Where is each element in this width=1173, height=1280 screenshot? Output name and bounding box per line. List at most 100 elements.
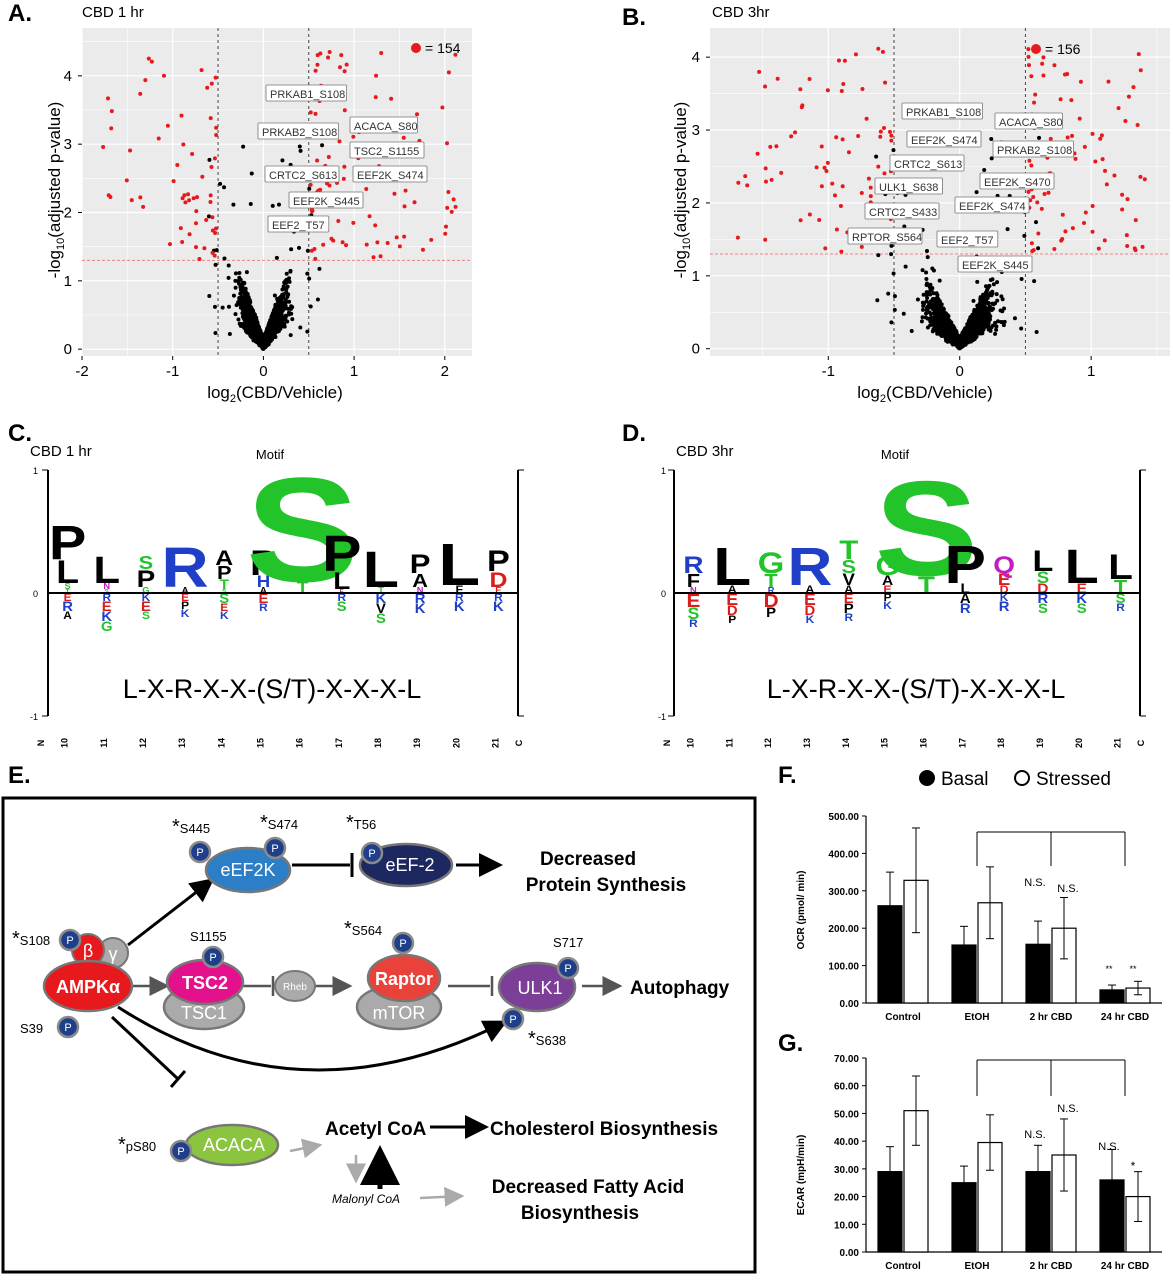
volcano-point-significant [763,84,768,89]
volcano-point-significant [860,86,865,91]
volcano-point-significant [1104,182,1109,187]
logo-letter: P [217,563,232,583]
volcano-point-significant [1102,238,1107,243]
volcano-point-significant [337,65,342,70]
volcano-point-significant [859,244,864,249]
volcano-point [273,316,278,321]
volcano-point-significant [1073,156,1078,161]
logo-position: 17 [334,738,344,748]
volcano-point-significant [1059,238,1064,243]
logo-letter: R [455,592,464,603]
volcano-point-significant [414,112,419,117]
volcano-point-significant [1112,173,1117,178]
volcano-point-significant [1100,157,1105,162]
volcano-point-significant [1116,106,1121,111]
volcano-point [244,304,249,309]
volcano-point-significant [340,240,345,245]
y-tick-label: 2 [692,195,700,212]
volcano-point-significant [397,244,402,249]
volcano-point-significant [202,246,207,251]
volcano-point-significant [763,179,768,184]
gene-label-box [906,130,982,148]
volcano-point-significant [344,243,349,248]
volcano-point-significant [325,181,330,186]
volcano-point [252,327,257,332]
volcano-point-significant [1041,73,1046,78]
volcano-point-significant [1093,159,1098,164]
x-tick-label: -1 [166,363,179,380]
volcano-point [964,336,969,341]
volcano-point [942,323,947,328]
volcano-point-significant [1065,135,1070,140]
volcano-point-significant [182,193,187,198]
logo-letter: A [260,586,267,595]
volcano-point [886,291,891,296]
volcano-point [928,288,933,293]
volcano-point [988,278,993,283]
logo-position: 16 [295,738,305,748]
volcano-point [305,329,310,334]
volcano-point [252,323,257,328]
volcano-point-significant [205,85,210,90]
logo-letter: A [215,546,233,570]
volcano-point [939,331,944,336]
volcano-point [226,304,231,309]
volcano-point [240,282,245,287]
volcano-point-significant [344,62,349,67]
volcano-point [252,317,257,322]
volcano-point-significant [840,184,845,189]
volcano-point [909,329,914,334]
volcano-point-significant [1052,63,1057,68]
volcano-point-significant [394,235,399,240]
volcano-point-significant [440,105,445,110]
volcano-point [951,340,956,345]
volcano-point [290,317,295,322]
volcano-point-significant [757,69,762,74]
volcano-point [891,271,896,276]
volcano-point [989,325,994,330]
volcano-point [280,158,285,163]
volcano-point [924,277,929,282]
gene-label: CRTC2_S613 [269,170,337,182]
volcano-point-significant [339,53,344,58]
x-tick-label: -2 [75,363,88,380]
volcano-point [1002,306,1007,311]
volcano-point [928,300,933,305]
logo-letter: S [376,612,386,627]
logo-letter: E [258,592,268,607]
gene-label-box [265,84,347,102]
x-tick-label: 1 [1087,363,1095,380]
volcano-point-significant [138,195,143,200]
volcano-point-significant [327,49,332,54]
volcano-point [967,318,972,323]
volcano-point [889,243,894,248]
volcano-point [234,303,239,308]
volcano-point-significant [420,247,425,252]
volcano-point-significant [212,253,217,258]
volcano-point [924,249,929,254]
volcano-point-significant [1096,246,1101,251]
volcano-point-significant [883,80,888,85]
volcano-point-significant [1120,192,1125,197]
volcano-point-significant [313,256,318,261]
volcano-point-significant [1138,68,1143,73]
gene-label: EEF2_T57 [272,220,325,232]
volcano-point [1032,279,1037,284]
volcano-point-significant [868,194,873,199]
volcano-point-significant [208,116,213,121]
volcano-point-significant [446,190,451,195]
volcano-point-significant [165,123,170,128]
volcano-point-significant [1103,168,1108,173]
volcano-point-significant [375,240,380,245]
volcano-point-significant [443,231,448,236]
volcano-point-significant [378,254,383,259]
volcano-point [984,324,989,329]
volcano-point-significant [1090,204,1095,209]
logo-letter: R [102,592,111,603]
logo-letter: R [337,592,346,603]
volcano-point [937,303,942,308]
volcano-point-significant [841,81,846,86]
volcano-point [993,320,998,325]
volcano-point-significant [889,133,894,138]
volcano-point [222,256,227,261]
